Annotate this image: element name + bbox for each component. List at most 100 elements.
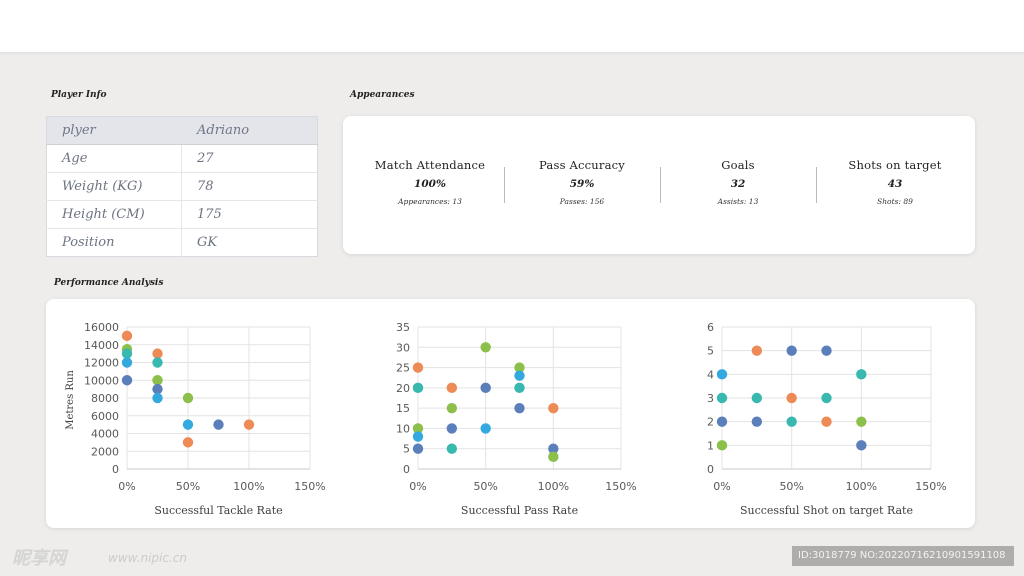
player-key: plyer xyxy=(46,116,182,145)
divider xyxy=(660,167,661,203)
data-point xyxy=(751,345,763,356)
data-point xyxy=(152,392,163,404)
data-point xyxy=(821,345,832,356)
table-row: Position GK xyxy=(46,228,318,257)
table-row: Height (CM) 175 xyxy=(46,200,318,229)
image-id-bar: ID:3018779 NO:20220716210901591108 xyxy=(792,546,1014,566)
data-point xyxy=(152,375,163,386)
y-tick-label: 0 xyxy=(112,463,119,476)
stat-label: Pass Accuracy xyxy=(538,158,626,172)
y-tick-label: 25 xyxy=(396,362,410,375)
watermark-url: www.nipic.cn xyxy=(108,551,187,565)
data-point xyxy=(446,443,458,454)
stat-pass-accuracy: Pass Accuracy 59% Passes: 156 xyxy=(504,158,660,206)
y-tick-label: 5 xyxy=(707,345,714,358)
data-point xyxy=(121,357,133,368)
x-tick-label: 50% xyxy=(779,480,803,493)
data-point xyxy=(121,330,133,342)
y-tick-label: 10 xyxy=(396,422,410,435)
y-tick-label: 10000 xyxy=(84,374,119,387)
x-tick-label: 100% xyxy=(233,480,264,493)
data-point xyxy=(751,416,763,427)
data-point xyxy=(412,382,424,394)
data-point xyxy=(716,369,728,380)
x-tick-label: 100% xyxy=(846,480,877,493)
performance-card xyxy=(46,299,975,528)
divider xyxy=(504,167,505,203)
data-point xyxy=(716,392,728,404)
stat-sub: Appearances: 13 xyxy=(398,197,462,206)
x-tick-label: 150% xyxy=(294,480,325,493)
data-point xyxy=(446,402,458,414)
y-tick-label: 4 xyxy=(707,368,714,381)
x-tick-label: 150% xyxy=(915,480,946,493)
data-point xyxy=(446,382,458,394)
data-point xyxy=(514,382,525,394)
y-tick-label: 3 xyxy=(707,392,714,405)
y-tick-label: 2 xyxy=(707,416,714,429)
x-tick-label: 150% xyxy=(605,480,636,493)
data-point xyxy=(821,392,832,404)
data-point xyxy=(152,348,163,359)
data-point xyxy=(446,423,458,434)
x-tick-label: 0% xyxy=(713,480,730,493)
position-value: GK xyxy=(197,235,218,250)
y-tick-label: 4000 xyxy=(91,428,119,441)
age-key: Age xyxy=(46,144,182,173)
data-point xyxy=(412,431,424,442)
performance-title: Performance Analysis xyxy=(54,278,164,288)
x-axis-label: Successful Shot on target Rate xyxy=(740,504,913,517)
stat-match-attendance: Match Attendance 100% Appearances: 13 xyxy=(352,158,508,206)
stat-value: 43 xyxy=(887,178,903,190)
data-point xyxy=(548,402,559,414)
appearances-title: Appearances xyxy=(350,90,415,100)
data-point xyxy=(480,342,491,353)
table-row: Weight (KG) 78 xyxy=(46,172,318,201)
y-tick-label: 5 xyxy=(403,443,410,456)
y-tick-label: 0 xyxy=(403,463,410,476)
data-point xyxy=(716,416,728,427)
x-tick-label: 0% xyxy=(118,480,135,493)
stat-sub: Shots: 89 xyxy=(877,197,913,206)
stat-label: Shots on target xyxy=(848,158,942,172)
data-point xyxy=(213,419,224,430)
weight-key: Weight (KG) xyxy=(46,172,182,201)
watermark-logo-text: 昵享网 xyxy=(12,548,66,569)
stat-value: 32 xyxy=(730,178,746,190)
y-tick-label: 30 xyxy=(396,341,410,354)
watermark-logo: 昵享网 xyxy=(12,544,66,570)
x-tick-label: 50% xyxy=(473,480,497,493)
divider xyxy=(816,167,817,203)
data-point xyxy=(856,440,867,451)
data-point xyxy=(121,375,133,386)
data-point xyxy=(412,423,424,434)
x-axis-label: Successful Pass Rate xyxy=(461,504,578,517)
y-tick-label: 0 xyxy=(707,463,714,476)
table-row: Age 27 xyxy=(46,144,318,173)
stat-shots-on-target: Shots on target 43 Shots: 89 xyxy=(817,158,973,206)
y-tick-label: 12000 xyxy=(84,357,119,370)
stat-label: Match Attendance xyxy=(374,158,486,172)
y-tick-label: 14000 xyxy=(84,339,119,352)
data-point xyxy=(152,357,163,368)
data-point xyxy=(514,402,525,414)
data-point xyxy=(856,369,867,380)
y-tick-label: 6000 xyxy=(91,410,119,423)
position-key: Position xyxy=(46,228,182,257)
data-point xyxy=(786,392,797,404)
data-point xyxy=(412,362,424,373)
appearances-card xyxy=(343,116,975,254)
stat-goals: Goals 32 Assists: 13 xyxy=(660,158,816,206)
x-tick-label: 100% xyxy=(538,480,569,493)
data-point xyxy=(821,416,832,427)
y-tick-label: 35 xyxy=(396,321,410,334)
y-tick-label: 1 xyxy=(707,439,714,452)
data-point xyxy=(751,392,763,404)
height-value: 175 xyxy=(181,200,318,229)
data-point xyxy=(548,451,559,463)
y-tick-label: 15 xyxy=(396,402,410,415)
stat-sub: Assists: 13 xyxy=(717,197,759,206)
data-point xyxy=(412,443,424,454)
data-point xyxy=(152,383,163,395)
data-point xyxy=(786,416,797,427)
